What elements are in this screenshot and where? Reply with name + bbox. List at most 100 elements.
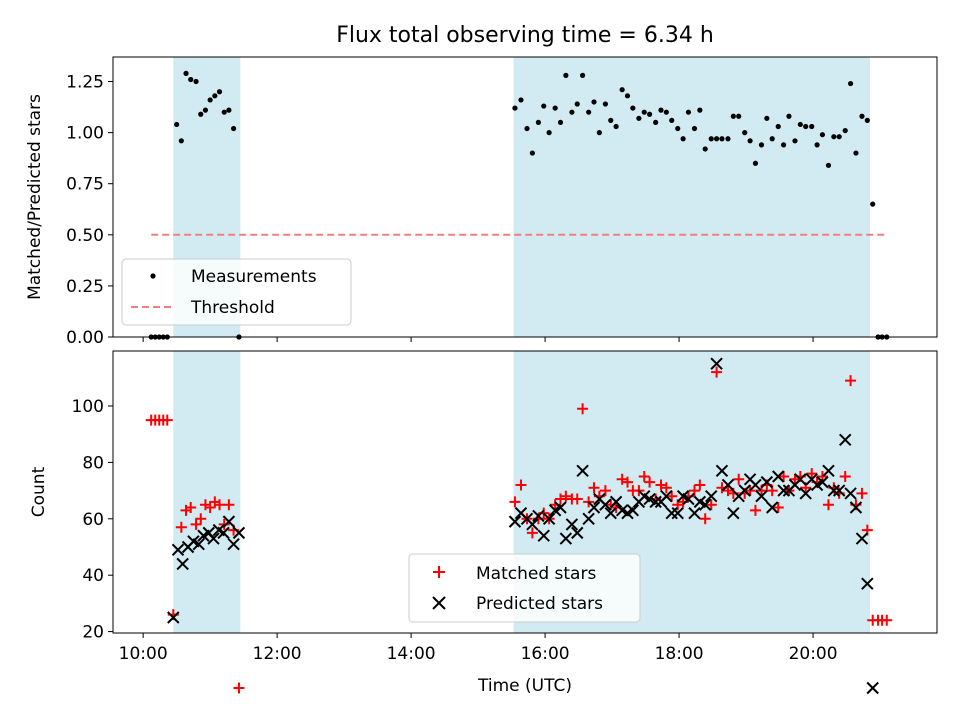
measurement-point: [202, 107, 209, 113]
measurement-point: [546, 130, 552, 136]
measurement-point: [797, 121, 803, 128]
measurement-point: [836, 134, 842, 140]
measurement-point: [769, 136, 775, 142]
matched-star-point: [204, 502, 216, 514]
predicted-star-point: [526, 518, 539, 531]
measurement-point: [574, 101, 580, 107]
y-tick-label: 0.00: [66, 328, 104, 348]
matched-star-point: [699, 513, 711, 525]
measurement-point: [864, 117, 870, 123]
predicted-star-point: [542, 512, 556, 525]
observing-interval-0: [173, 351, 241, 633]
measurement-legend-marker: [150, 273, 156, 279]
predicted-star-point: [171, 543, 185, 557]
measurement-point: [719, 136, 725, 142]
measurement-point: [624, 93, 631, 99]
y-tick-label: 1.00: [66, 124, 104, 144]
measurement-point: [212, 93, 218, 99]
count-x-ticks: 10:00 12:00 14:00 16:00 18:00 20:00: [119, 633, 838, 664]
predicted-star-point: [222, 515, 236, 528]
matched-star-point: [175, 521, 187, 533]
predicted-star-point: [715, 464, 729, 478]
matched-star-point: [881, 614, 893, 626]
predicted-star-point: [192, 537, 205, 551]
measurement-point: [658, 107, 664, 113]
measurement-point: [847, 80, 854, 87]
matched-star-point: [233, 682, 245, 694]
x-axis-label: Time (UTC): [477, 676, 572, 696]
measurement-point: [552, 105, 558, 111]
predicted-legend-marker: [432, 596, 446, 610]
matched-star-point: [621, 476, 633, 488]
predicted-star-point: [710, 357, 723, 370]
x-tick-label: 12:00: [253, 644, 302, 664]
predicted-star-point: [660, 490, 673, 503]
matched-star-point: [666, 490, 678, 502]
measurement-point: [697, 107, 703, 113]
predicted-star-point: [167, 611, 180, 624]
measurement-point: [680, 136, 686, 142]
measurement-point: [758, 142, 765, 148]
measurement-point: [512, 105, 518, 111]
measurement-point: [747, 138, 753, 144]
predicted-star-point: [649, 495, 662, 509]
y-tick-label: 60: [82, 510, 104, 530]
matched-star-point: [660, 482, 672, 494]
measurement-point: [541, 103, 547, 109]
y-tick-label: 80: [82, 453, 104, 473]
measurement-legend-label: Measurements: [191, 267, 317, 287]
measurement-point: [580, 72, 586, 78]
predicted-star-point: [777, 484, 790, 497]
predicted-star-point: [855, 532, 869, 545]
predicted-star-point: [816, 475, 829, 489]
predicted-star-point: [582, 512, 595, 525]
matched-star-point: [705, 499, 717, 511]
y-tick-label: 0.25: [66, 277, 104, 297]
measurement-point: [569, 109, 575, 115]
measurement-point: [178, 138, 184, 144]
measurement-point: [529, 150, 535, 156]
measurement-point: [193, 78, 199, 85]
y-tick-label: 40: [82, 566, 104, 586]
measurement-point: [636, 115, 642, 121]
predicted-star-point: [537, 529, 550, 542]
count-y-axis-label: Count: [29, 466, 49, 517]
measurement-point: [870, 201, 876, 207]
predicted-star-point: [755, 490, 768, 503]
matched-star-point: [223, 499, 235, 511]
measurement-point: [792, 138, 798, 144]
ratio-y-ticks: 0.00 0.25 0.50 0.75 1.00 1.25: [66, 73, 113, 348]
measurement-point: [814, 142, 820, 148]
predicted-star-point: [576, 464, 589, 478]
measurement-point: [183, 70, 189, 76]
measurement-point: [764, 115, 770, 121]
measurement-point: [198, 111, 204, 117]
predicted-star-point: [682, 492, 695, 506]
predicted-star-point: [587, 501, 601, 514]
predicted-star-point: [832, 484, 846, 497]
predicted-star-point: [508, 515, 522, 528]
measurement-point: [752, 160, 759, 166]
y-tick-label: 20: [82, 623, 104, 643]
predicted-star-point: [794, 473, 807, 486]
predicted-star-point: [749, 478, 762, 492]
measurement-point: [675, 125, 681, 132]
predicted-star-point: [799, 487, 812, 500]
matched-star-point: [856, 487, 868, 499]
measurement-point: [786, 113, 792, 119]
predicted-star-point: [827, 484, 841, 497]
measurement-point: [524, 125, 530, 132]
measurement-point: [685, 109, 692, 115]
star-count-points: [145, 357, 893, 695]
matched-star-point: [806, 468, 818, 480]
threshold-legend-label: Threshold: [190, 298, 275, 318]
predicted-star-point: [688, 506, 701, 520]
x-tick-label: 16:00: [521, 644, 570, 664]
measurement-point: [736, 113, 742, 119]
measurement-point: [563, 72, 569, 78]
measurement-point: [174, 121, 180, 128]
measurement-point: [557, 119, 564, 126]
matched-star-point: [638, 470, 650, 482]
measurement-point: [613, 123, 619, 130]
